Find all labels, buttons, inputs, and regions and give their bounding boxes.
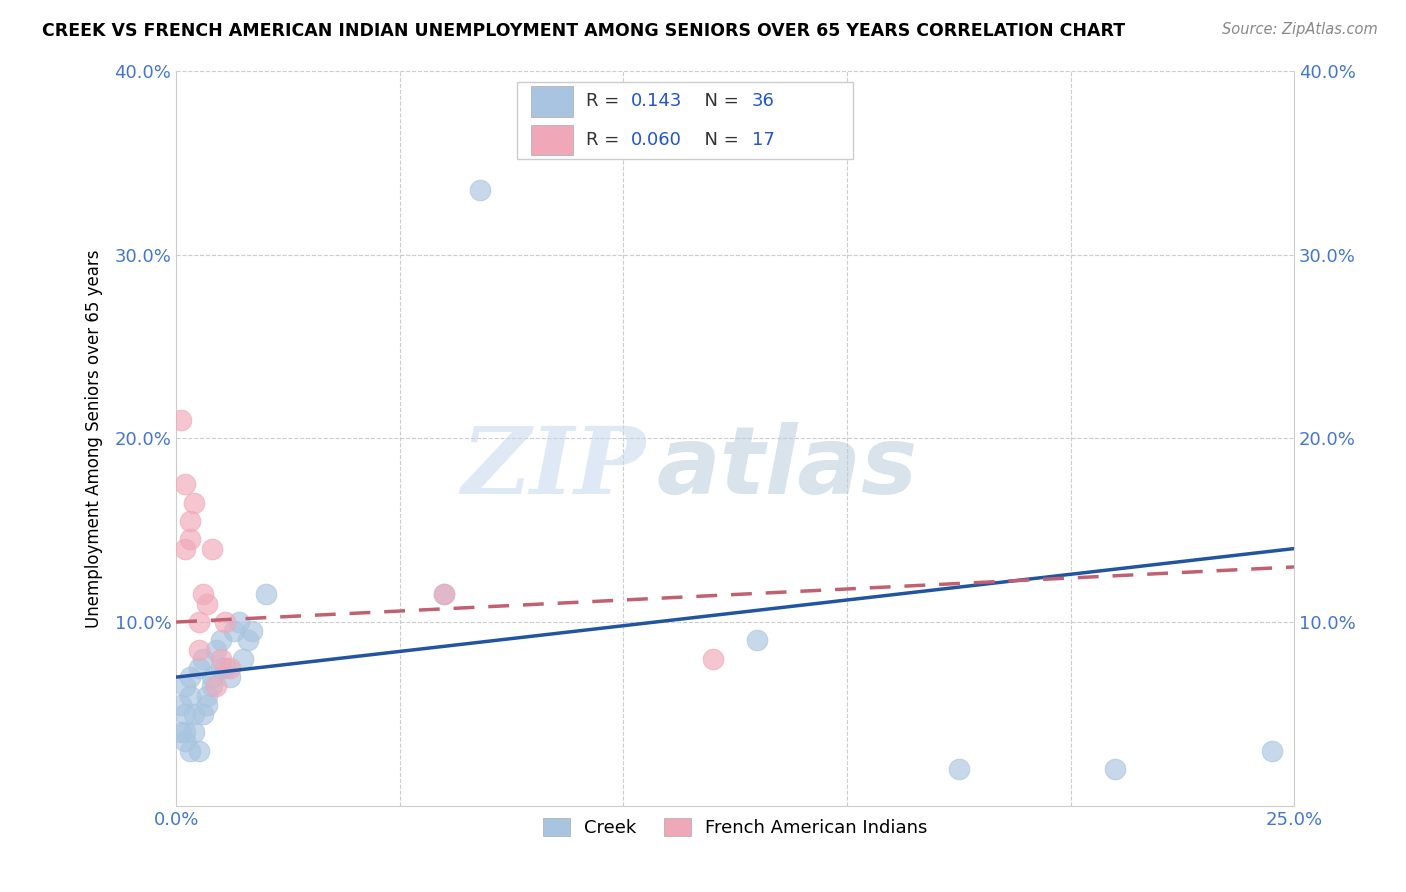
Point bbox=[209, 652, 232, 666]
Point bbox=[187, 642, 209, 657]
Point bbox=[174, 734, 197, 748]
Point bbox=[174, 725, 197, 739]
Point bbox=[191, 652, 214, 666]
Text: atlas: atlas bbox=[657, 422, 918, 514]
Point bbox=[179, 689, 201, 703]
Point bbox=[214, 615, 236, 629]
Point bbox=[197, 689, 219, 703]
Point bbox=[183, 725, 205, 739]
Point bbox=[224, 624, 246, 639]
Point bbox=[169, 725, 191, 739]
Bar bbox=[517, 82, 852, 159]
Legend: Creek, French American Indians: Creek, French American Indians bbox=[536, 811, 935, 845]
Point bbox=[218, 670, 240, 684]
Text: 17: 17 bbox=[752, 131, 775, 149]
Point bbox=[187, 615, 209, 629]
Point bbox=[433, 587, 456, 601]
Text: 0.060: 0.060 bbox=[631, 131, 682, 149]
Bar bbox=[530, 125, 574, 155]
Bar bbox=[530, 86, 574, 117]
Point bbox=[174, 706, 197, 721]
Point bbox=[433, 587, 456, 601]
Point bbox=[174, 541, 197, 556]
Text: 36: 36 bbox=[752, 93, 775, 111]
Point bbox=[214, 661, 236, 675]
Point bbox=[702, 652, 724, 666]
Point bbox=[948, 762, 970, 776]
Point bbox=[209, 661, 232, 675]
Point bbox=[169, 413, 191, 427]
Point bbox=[747, 633, 769, 648]
Point bbox=[197, 698, 219, 712]
Point bbox=[187, 743, 209, 757]
Point bbox=[197, 597, 219, 611]
Point bbox=[191, 587, 214, 601]
Point bbox=[236, 633, 259, 648]
Text: N =: N = bbox=[693, 131, 744, 149]
Point bbox=[228, 615, 250, 629]
Point bbox=[201, 541, 224, 556]
Point bbox=[470, 183, 492, 197]
Text: ZIP: ZIP bbox=[461, 423, 645, 513]
Text: 0.143: 0.143 bbox=[631, 93, 682, 111]
Text: R =: R = bbox=[586, 131, 626, 149]
Text: R =: R = bbox=[586, 93, 626, 111]
Point bbox=[179, 514, 201, 528]
Point bbox=[179, 743, 201, 757]
Point bbox=[205, 679, 228, 693]
Text: N =: N = bbox=[693, 93, 744, 111]
Point bbox=[1104, 762, 1126, 776]
Y-axis label: Unemployment Among Seniors over 65 years: Unemployment Among Seniors over 65 years bbox=[86, 249, 103, 628]
Point bbox=[174, 477, 197, 491]
Point bbox=[205, 642, 228, 657]
Point bbox=[191, 706, 214, 721]
Point bbox=[179, 670, 201, 684]
Text: CREEK VS FRENCH AMERICAN INDIAN UNEMPLOYMENT AMONG SENIORS OVER 65 YEARS CORRELA: CREEK VS FRENCH AMERICAN INDIAN UNEMPLOY… bbox=[42, 22, 1125, 40]
Point bbox=[201, 670, 224, 684]
Point bbox=[232, 652, 254, 666]
Point bbox=[201, 679, 224, 693]
Point bbox=[240, 624, 263, 639]
Point bbox=[183, 706, 205, 721]
Point bbox=[218, 661, 240, 675]
Point bbox=[169, 698, 191, 712]
Point bbox=[1261, 743, 1284, 757]
Point bbox=[254, 587, 277, 601]
Point bbox=[183, 496, 205, 510]
Point bbox=[174, 679, 197, 693]
Point bbox=[179, 533, 201, 547]
Text: Source: ZipAtlas.com: Source: ZipAtlas.com bbox=[1222, 22, 1378, 37]
Point bbox=[209, 633, 232, 648]
Point bbox=[187, 661, 209, 675]
